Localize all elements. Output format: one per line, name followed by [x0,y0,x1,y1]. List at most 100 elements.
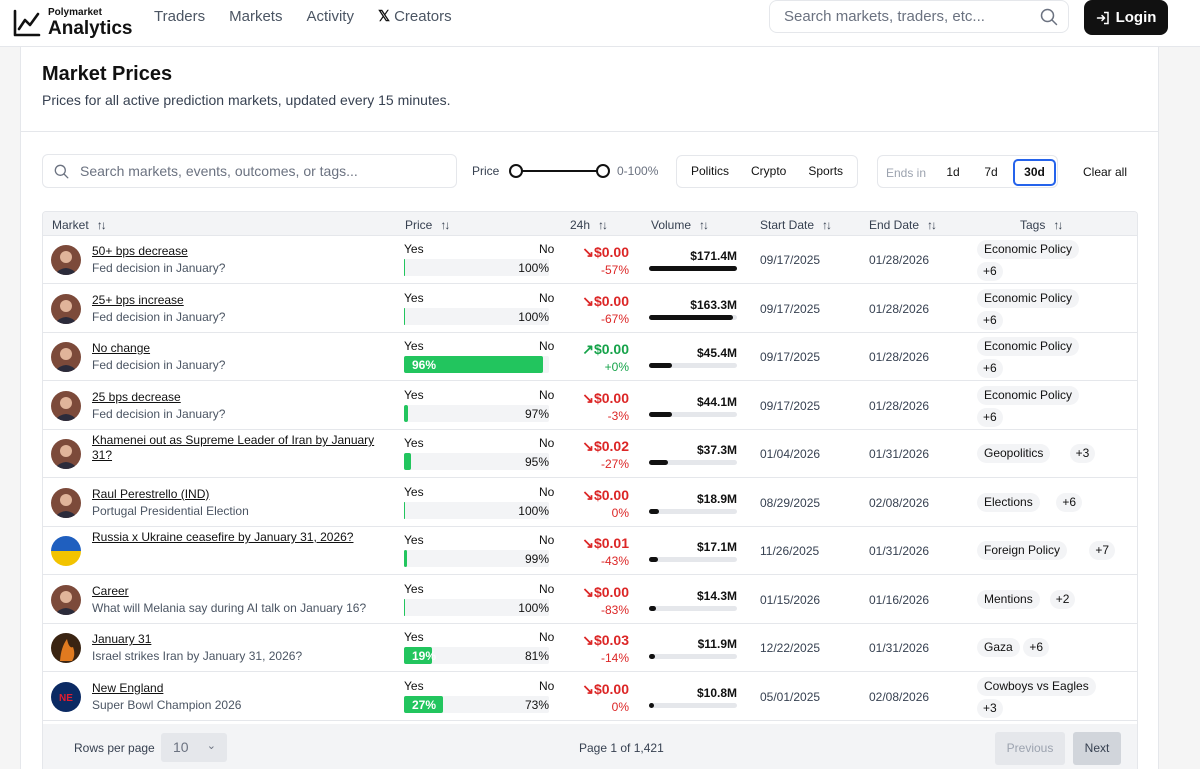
category-crypto[interactable]: Crypto [751,164,787,178]
more-tags-badge[interactable]: +6 [977,262,1003,281]
sort-icon: ↑↓ [927,218,937,232]
more-tags-badge[interactable]: +6 [977,359,1003,378]
table-row[interactable]: 25+ bps increase Fed decision in January… [43,285,1137,333]
tag-badge[interactable]: Economic Policy [977,288,1080,308]
range-7d[interactable]: 7d [984,165,998,179]
table-row[interactable]: Russia x Ukraine ceasefire by January 31… [43,527,1137,575]
tag-badge[interactable]: Foreign Policy [977,541,1068,560]
rows-per-page-select[interactable]: 10 ⌄ [161,733,227,762]
start-date: 09/17/2025 [760,350,821,364]
search-icon [54,164,69,179]
col-market-label: Market [52,218,89,232]
price-change-value: $0.00 [593,389,629,406]
table-row[interactable]: 25 bps decrease Fed decision in January?… [43,382,1137,430]
table-row[interactable]: NE New England Super Bowl Champion 2026 … [43,673,1137,721]
market-avatar [51,633,81,663]
nav-creators[interactable]: 𝕏 Creators [378,9,452,25]
price-slider-min-handle[interactable] [509,164,523,178]
market-title-link[interactable]: No change [92,341,151,355]
volume-value: $44.1M [696,394,737,409]
table-row[interactable]: January 31 Israel strikes Iran by Januar… [43,624,1137,672]
tag-badge[interactable]: Economic Policy [977,240,1080,259]
no-label: No [539,533,555,547]
market-title-link[interactable]: January 31 [92,632,152,646]
price-change: ↘$0.00 [563,293,629,310]
no-percent: 100% [518,600,549,615]
price-slider-max-handle[interactable] [596,164,610,178]
trend-arrow-icon: ↗ [582,341,594,357]
nav-traders[interactable]: Traders [154,8,206,25]
volume-bar [649,314,737,320]
col-end-date[interactable]: End Date ↑↓ [869,218,937,232]
login-button[interactable]: Login [1084,0,1168,35]
tag-badge[interactable]: Geopolitics [977,444,1051,463]
table-row[interactable]: No change Fed decision in January? Yes N… [43,333,1137,381]
market-title-link[interactable]: New England [92,680,164,695]
col-volume[interactable]: Volume ↑↓ [651,218,709,232]
more-tags-badge[interactable]: +6 [977,407,1003,427]
price-bar-fill [404,404,408,422]
yes-label: Yes [404,339,424,353]
no-label: No [539,484,555,499]
price-change: ↘$0.03 [563,632,629,649]
col-start-label: Start Date [760,218,815,232]
tag-badge[interactable]: Economic Policy [977,337,1080,356]
volume-value: $37.3M [696,443,737,457]
nav-markets[interactable]: Markets [229,8,283,25]
price-change-value: $0.03 [593,632,629,648]
table-row[interactable]: 50+ bps decrease Fed decision in January… [43,236,1137,284]
col-price[interactable]: Price ↑↓ [405,218,450,232]
more-tags-badge[interactable]: +7 [1089,541,1116,560]
category-politics[interactable]: Politics [691,164,730,178]
tag-badge[interactable]: Elections [977,492,1040,512]
more-tags-badge[interactable]: +3 [977,698,1003,718]
tag-badge[interactable]: Gaza [977,638,1020,657]
price-change-percent: 0% [611,505,629,520]
col-start-date[interactable]: Start Date ↑↓ [760,218,832,232]
market-title-link[interactable]: 25+ bps increase [92,292,184,307]
more-tags-badge[interactable]: +2 [1049,589,1076,609]
x-logo-icon: 𝕏 [377,8,391,25]
table-row[interactable]: Khamenei out as Supreme Leader of Iran b… [43,430,1137,478]
global-search-input[interactable] [784,8,1024,25]
price-change-value: $0.00 [593,583,629,600]
volume-bar-fill [649,411,672,417]
market-search-input[interactable] [80,163,440,179]
clear-all-button[interactable]: Clear all [1083,165,1128,179]
market-title-link[interactable]: Russia x Ukraine ceasefire by January 31… [92,530,354,544]
tag-badge[interactable]: Mentions [977,589,1040,609]
previous-button[interactable]: Previous [995,732,1065,765]
next-button[interactable]: Next [1073,732,1121,765]
col-end-label: End Date [869,218,920,232]
sort-icon: ↑↓ [822,218,832,232]
market-title-link[interactable]: Career [92,583,129,598]
more-tags-badge[interactable]: +6 [977,310,1003,330]
range-30d[interactable]: 30d [1013,159,1056,186]
table-row[interactable]: Raul Perestrello (IND) Portugal Presiden… [43,479,1137,527]
more-tags-badge[interactable]: +6 [1056,492,1083,512]
chevron-down-icon: ⌄ [206,740,216,752]
price-bar-fill [404,598,405,616]
market-title-link[interactable]: 50+ bps decrease [92,244,188,258]
market-title-link[interactable]: 25 bps decrease [92,389,181,404]
tag-badge[interactable]: Cowboys vs Eagles [977,676,1096,696]
market-avatar [51,293,81,324]
end-date: 01/31/2026 [869,544,930,558]
col-market[interactable]: Market ↑↓ [52,218,107,232]
more-tags-badge[interactable]: +3 [1069,444,1096,463]
yes-percent: 96% [412,358,437,372]
category-sports[interactable]: Sports [808,164,844,178]
table-row[interactable]: Career What will Melania say during AI t… [43,576,1137,624]
brand-logo[interactable]: Polymarket Analytics [12,3,132,43]
more-tags-badge[interactable]: +6 [1023,638,1050,657]
market-title-link[interactable]: Raul Perestrello (IND) [92,486,210,501]
col-tags[interactable]: Tags ↑↓ [1020,218,1063,232]
tag-badge[interactable]: Economic Policy [977,385,1080,405]
col-24h[interactable]: 24h ↑↓ [570,218,608,232]
trend-arrow-icon: ↘ [582,486,594,503]
market-title-link[interactable]: Khamenei out as Supreme Leader of Iran b… [92,433,375,462]
range-1d[interactable]: 1d [946,165,960,179]
nav-activity[interactable]: Activity [306,8,354,25]
price-slider-track[interactable] [516,170,604,172]
price-change-percent: -67% [600,311,629,326]
